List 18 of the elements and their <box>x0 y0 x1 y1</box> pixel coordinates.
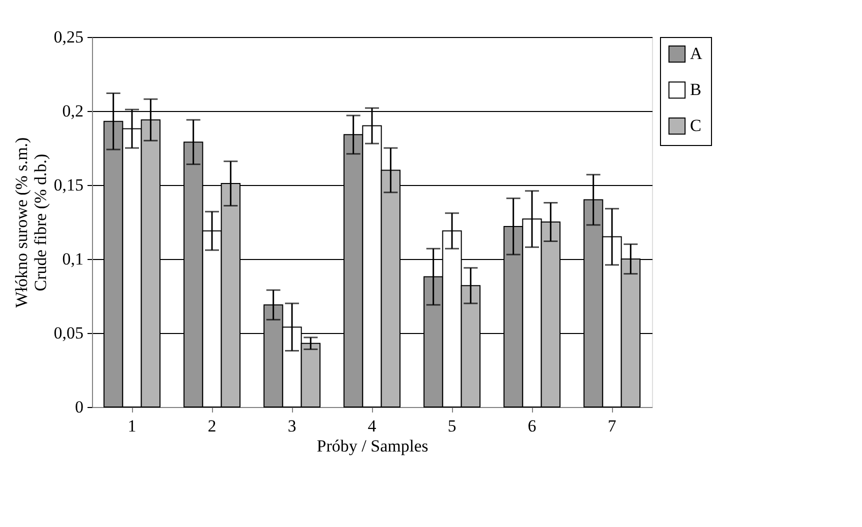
x-tick-label: 7 <box>608 416 617 436</box>
y-tick-label: 0,1 <box>62 250 84 268</box>
y-tick-label: 0,15 <box>54 176 84 194</box>
x-tick-label: 4 <box>368 416 377 436</box>
x-tick-label: 3 <box>288 416 296 436</box>
y-axis-title: Włókno surowe (% s.m.) Crude fibre (% d.b.) <box>12 137 50 308</box>
y-tick-label: 0,05 <box>54 324 84 342</box>
legend-label: B <box>690 80 702 99</box>
x-axis-title: Próby / Samples <box>316 436 428 456</box>
legend-label: A <box>690 44 703 63</box>
x-tick-label: 5 <box>448 416 456 436</box>
y-tick-label: 0 <box>75 398 84 416</box>
y-tick-label: 0,2 <box>62 102 84 120</box>
x-tick-label: 2 <box>208 416 216 436</box>
legend-label: C <box>690 116 702 135</box>
y-tick-label: 0,25 <box>54 28 84 46</box>
x-tick-label: 1 <box>128 416 136 436</box>
x-tick-label: 6 <box>528 416 536 436</box>
